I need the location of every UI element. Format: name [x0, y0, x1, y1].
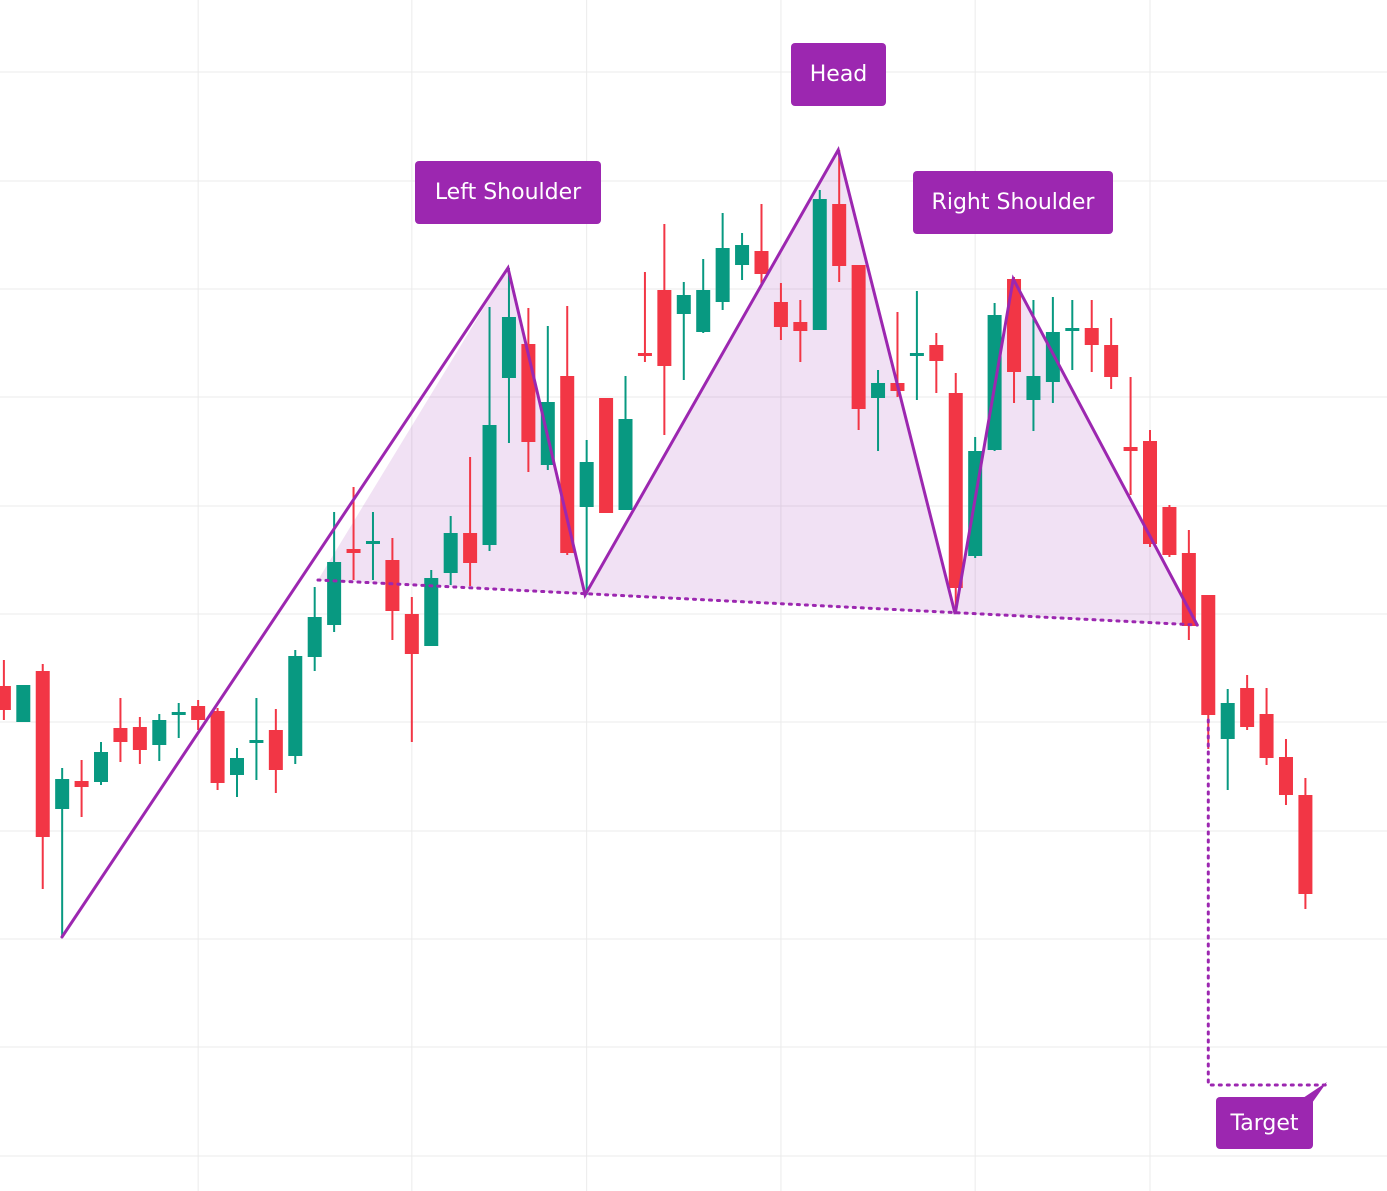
candle-body	[171, 712, 186, 715]
candle-body	[35, 671, 50, 837]
candle-body	[929, 345, 944, 361]
candle-body	[1007, 279, 1022, 372]
candle-body	[327, 562, 342, 625]
candle-body	[1026, 376, 1041, 400]
candle-body	[754, 251, 769, 274]
candle-body	[307, 617, 322, 657]
candle-body	[948, 393, 963, 588]
candle-body	[74, 781, 89, 787]
candle-body	[871, 383, 886, 398]
candle-body	[676, 295, 691, 314]
candle-body	[1045, 332, 1060, 382]
candle-body	[657, 290, 672, 366]
candle-body	[288, 656, 303, 756]
candle-body	[1278, 757, 1293, 795]
candle-body	[152, 720, 167, 745]
head-label: Head	[791, 43, 886, 106]
candle-body	[1104, 345, 1119, 377]
candle-body	[0, 686, 11, 710]
candle-body	[618, 419, 633, 510]
target-label: Target	[1216, 1097, 1313, 1149]
left-shoulder-label: Left Shoulder	[415, 161, 601, 224]
candle-body	[132, 727, 147, 750]
candle-body	[424, 578, 439, 646]
candle-body	[463, 533, 478, 563]
candle-body	[94, 752, 109, 782]
candle-body	[1065, 328, 1080, 331]
candle-body	[1220, 703, 1235, 739]
candle-body	[560, 376, 575, 553]
candle-body	[1259, 714, 1274, 758]
candle-body	[715, 248, 730, 302]
candle-body	[599, 398, 614, 513]
candle-body	[16, 685, 31, 722]
candle-body	[851, 265, 866, 409]
candle-body	[346, 549, 361, 553]
candle-body	[773, 302, 788, 327]
candle-body	[385, 560, 400, 611]
candle-body	[1298, 795, 1313, 894]
candle-body	[696, 290, 711, 332]
candle-body	[191, 706, 206, 720]
candle-body	[1181, 553, 1196, 626]
candle-body	[210, 711, 225, 783]
candle-body	[579, 462, 594, 507]
neckline	[316, 578, 1199, 627]
candle-body	[1162, 507, 1177, 555]
candle-body	[793, 322, 808, 331]
candle-body	[229, 758, 244, 775]
candle-body	[443, 533, 458, 573]
candle-body	[1240, 688, 1255, 727]
candle-body	[365, 541, 380, 544]
candle-body	[832, 204, 847, 266]
candle-body	[812, 199, 827, 330]
candle-body	[1084, 328, 1099, 345]
candle-body	[501, 317, 516, 378]
right-shoulder-label: Right Shoulder	[913, 171, 1113, 234]
candle-body	[1143, 441, 1158, 544]
candle-body	[404, 614, 419, 654]
target-line	[1206, 718, 1327, 1087]
candle-body	[482, 425, 497, 545]
candle-body	[735, 245, 750, 265]
pattern-line	[60, 146, 1199, 939]
candle-body	[1201, 595, 1216, 715]
candle-body	[55, 779, 70, 809]
candle-body	[1123, 447, 1138, 451]
candle-body	[113, 728, 128, 742]
candle-body	[637, 353, 652, 356]
candle-body	[909, 353, 924, 356]
candle-body	[268, 730, 283, 770]
candle-body	[249, 740, 264, 743]
